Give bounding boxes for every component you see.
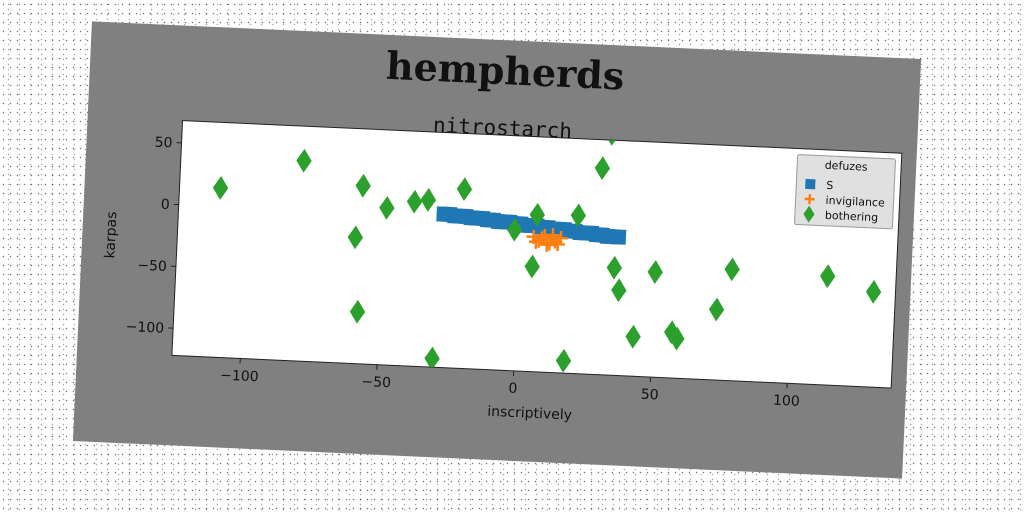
legend-label-S: S <box>826 179 834 192</box>
point-bothering <box>406 189 423 214</box>
point-bothering <box>379 195 395 220</box>
point-bothering <box>865 280 882 304</box>
point-invigilance <box>528 234 544 249</box>
legend-title: defuzes <box>824 159 868 174</box>
x-tick-label: −100 <box>220 368 259 386</box>
point-bothering <box>611 278 627 303</box>
point-bothering <box>506 217 523 242</box>
point-bothering <box>555 348 572 373</box>
point-bothering <box>420 187 437 212</box>
point-bothering <box>594 156 611 181</box>
x-tick-label: 0 <box>508 381 518 397</box>
point-bothering <box>529 202 545 227</box>
point-bothering <box>524 254 540 279</box>
point-bothering <box>606 255 623 280</box>
point-S <box>610 229 627 245</box>
y-tick-label: 0 <box>160 197 170 213</box>
plot-area <box>171 120 903 389</box>
y-axis-label: karpas <box>102 211 120 259</box>
point-bothering <box>625 324 641 349</box>
point-bothering <box>355 173 371 198</box>
series-invigilance <box>526 228 568 252</box>
legend-label-bothering: bothering <box>825 209 879 224</box>
y-tick-label: −50 <box>137 258 167 275</box>
point-invigilance <box>553 231 568 246</box>
figure: hempherds nitrostarch −100 −50 0 50 100 50 0 −5… <box>72 21 922 479</box>
ticks-layer: −100 −50 0 50 100 50 0 −50 −100 <box>125 135 800 410</box>
point-bothering <box>424 346 440 371</box>
point-bothering <box>625 382 641 389</box>
point-bothering <box>669 326 685 351</box>
point-bothering <box>456 177 473 202</box>
point-invigilance <box>545 228 560 243</box>
x-tick-label: 100 <box>773 393 800 410</box>
x-tick-label: 50 <box>640 387 659 404</box>
point-bothering <box>724 257 740 282</box>
x-axis-label: inscriptively <box>487 404 572 424</box>
point-bothering <box>212 176 229 200</box>
point-bothering <box>570 203 587 228</box>
y-tick-label: 50 <box>154 135 173 152</box>
x-tick-label: −50 <box>361 374 391 391</box>
y-tick-label: −100 <box>125 319 164 337</box>
point-invigilance <box>550 237 565 252</box>
point-bothering <box>349 299 366 324</box>
point-bothering <box>708 297 725 322</box>
chart-svg: −100 −50 0 50 100 50 0 −50 −100 inscriptively ka… <box>102 120 903 424</box>
legend-label-invigilance: invigilance <box>825 194 885 210</box>
point-bothering <box>647 260 663 284</box>
point-bothering <box>296 148 312 173</box>
legend-marker-S <box>805 178 816 190</box>
legend-marker-bothering <box>803 205 815 223</box>
point-bothering <box>347 225 364 250</box>
point-bothering <box>664 320 680 345</box>
point-bothering <box>820 264 836 289</box>
legend-box <box>794 154 896 230</box>
legend-marker-invigilance <box>804 194 815 205</box>
